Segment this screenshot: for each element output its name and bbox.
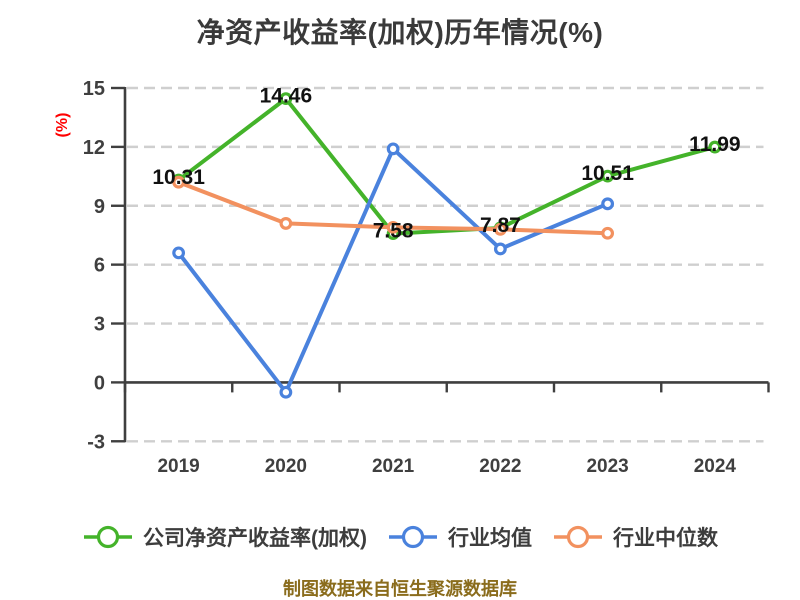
industry-average-line <box>176 146 610 395</box>
company-roe-weighted-marker-2023 <box>601 169 615 183</box>
industry-median-marker-2020 <box>279 217 293 230</box>
legend-label-company-roe-weighted: 公司净资产收益率(加权) <box>143 527 367 550</box>
legend-marker-icon-industry-average <box>389 525 437 549</box>
data-label-2019: 10.31 <box>152 166 205 189</box>
data-label-2022: 7.87 <box>480 214 521 237</box>
company-roe-weighted-marker-2024 <box>708 140 722 154</box>
industry-average-marker-2020 <box>279 385 293 399</box>
data-label-2024: 11.99 <box>689 133 740 156</box>
legend-marker-icon-industry-median <box>554 525 602 549</box>
y-tick-label-0: 0 <box>94 372 105 394</box>
industry-average-marker-2022 <box>493 242 507 256</box>
x-tick-label-2023: 2023 <box>586 456 628 477</box>
legend-label-industry-average: 行业均值 <box>448 527 532 550</box>
industry-average-marker-2023 <box>601 197 615 211</box>
company-roe-weighted-marker-2020 <box>279 92 293 105</box>
x-tick-label-2020: 2020 <box>265 456 307 477</box>
industry-median-marker-2019 <box>172 175 186 189</box>
legend-item-company-roe-weighted[interactable]: 公司净资产收益率(加权) <box>82 522 367 552</box>
legend-item-industry-average[interactable]: 行业均值 <box>387 522 532 552</box>
data-label-2023: 10.51 <box>581 162 634 185</box>
x-tick-label-2022: 2022 <box>479 456 521 477</box>
industry-median-marker-2023 <box>601 226 615 240</box>
y-tick-label-6: 6 <box>94 255 105 277</box>
y-tick-label--3: -3 <box>87 431 105 453</box>
legend-label-industry-median: 行业中位数 <box>613 527 718 550</box>
industry-average-marker-2021 <box>386 142 400 156</box>
chart-title: 净资产收益率(加权)历年情况(%) <box>196 17 604 48</box>
industry-median-marker-2022 <box>493 222 507 236</box>
x-tick-label-2021: 2021 <box>372 456 415 477</box>
data-label-2020: 14.46 <box>260 85 313 108</box>
legend-marker-icon-company-roe-weighted <box>84 525 132 549</box>
data-label-2021: 7.58 <box>373 220 414 243</box>
industry-median-marker-2021 <box>386 220 400 234</box>
y-tick-label-15: 15 <box>83 78 105 100</box>
x-tick-label-2024: 2024 <box>694 456 737 477</box>
industry-average-marker-2019 <box>172 246 186 260</box>
y-tick-label-12: 12 <box>83 137 105 159</box>
y-tick-label-3: 3 <box>94 314 105 336</box>
legend-item-industry-median[interactable]: 行业中位数 <box>552 522 718 552</box>
legend: 公司净资产收益率(加权) 行业均值 行业中位数 <box>0 522 800 552</box>
y-tick-label-9: 9 <box>94 196 105 218</box>
company-roe-weighted-line <box>176 96 717 236</box>
data-source-footer: 制图数据来自恒生聚源数据库 <box>283 579 517 599</box>
x-tick-label-2019: 2019 <box>157 456 199 477</box>
